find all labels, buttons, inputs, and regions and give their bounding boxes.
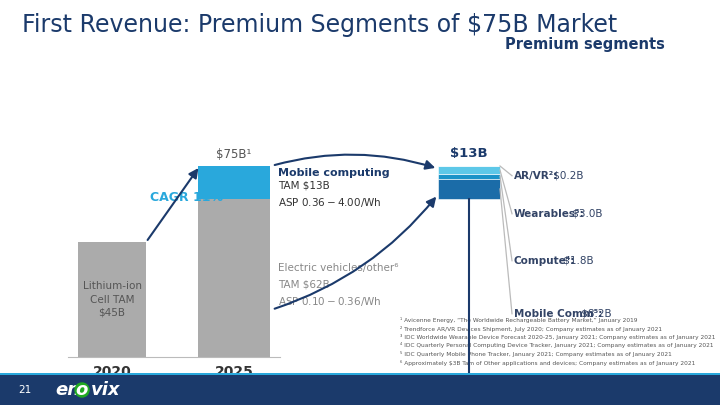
Text: ⁴ IDC Quarterly Personal Computing Device Tracker, January 2021; Company estimat: ⁴ IDC Quarterly Personal Computing Devic… [400,343,714,348]
Text: $13B: $13B [450,147,488,160]
Text: 2025: 2025 [215,365,253,379]
Text: ¹ Avicenne Energy, “The Worldwide Rechargeable Battery Market,” January 2019: ¹ Avicenne Energy, “The Worldwide Rechar… [400,317,637,323]
Text: $0.2B: $0.2B [550,171,584,181]
Bar [438,166,500,174]
Text: $1.8B: $1.8B [559,256,593,266]
Text: Electric vehicles/other⁶: Electric vehicles/other⁶ [278,263,398,273]
Text: $3.0B: $3.0B [569,209,603,219]
Text: o: o [76,381,88,399]
Text: 21: 21 [18,385,31,395]
Text: 2020: 2020 [93,365,131,379]
Text: TAM $62B
ASP $0.10-$0.36/Wh: TAM $62B ASP $0.10-$0.36/Wh [278,280,382,308]
Text: CAGR 11%: CAGR 11% [150,191,223,204]
Text: ³ IDC Worldwide Wearable Device Forecast 2020-25, January 2021; Company estimate: ³ IDC Worldwide Wearable Device Forecast… [400,334,716,340]
Text: Premium segments: Premium segments [505,37,665,52]
Text: Mobile computing: Mobile computing [278,168,390,178]
Bar [78,242,146,357]
Text: Wearables³:: Wearables³: [514,209,585,219]
Text: Compute⁴:: Compute⁴: [514,256,575,266]
Bar [198,199,270,357]
Text: AR/VR²:: AR/VR²: [514,171,559,181]
Bar [0,375,720,405]
Bar [438,174,500,179]
Text: en: en [55,381,80,399]
Text: ⁶ Approximately $3B Tam of Other applications and devices; Company estimates as : ⁶ Approximately $3B Tam of Other applica… [400,360,696,365]
Text: ⁵ IDC Quarterly Mobile Phone Tracker, January 2021; Company estimates as of Janu: ⁵ IDC Quarterly Mobile Phone Tracker, Ja… [400,351,672,357]
Bar [198,166,270,199]
Text: $75B¹: $75B¹ [216,148,252,161]
Text: vix: vix [91,381,120,399]
Text: ² Trendforce AR/VR Devices Shipment, July 2020; Company estimates as of January : ² Trendforce AR/VR Devices Shipment, Jul… [400,326,662,332]
Bar [0,373,720,375]
Bar [438,179,500,199]
Text: Lithium-ion
Cell TAM
$45B: Lithium-ion Cell TAM $45B [83,281,142,318]
Text: TAM $13B
ASP $0.36-$4.00/Wh: TAM $13B ASP $0.36-$4.00/Wh [278,181,382,209]
Text: First Revenue: Premium Segments of $75B Market: First Revenue: Premium Segments of $75B … [22,13,617,37]
Text: $8.2B: $8.2B [578,309,612,319]
Circle shape [75,383,89,397]
Text: Mobile Comm⁵:: Mobile Comm⁵: [514,309,603,319]
